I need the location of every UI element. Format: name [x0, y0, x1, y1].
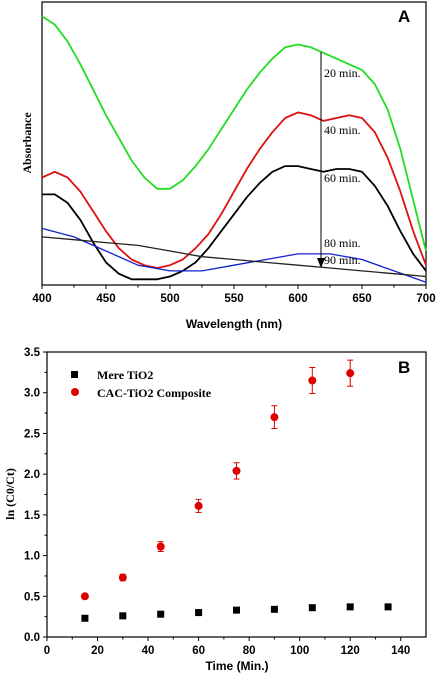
y-tick-label-1.5: 1.5 [24, 510, 41, 522]
x-tick-label-0: 0 [44, 645, 50, 657]
x-tick-label-450: 450 [96, 293, 115, 305]
annotation-80min: 80 min. [324, 236, 361, 250]
x-tick-label-100: 100 [290, 645, 309, 657]
point-mere-tio2 [346, 603, 354, 611]
x-tick-label-400: 400 [32, 293, 51, 305]
panel-a-x-axis-title: Wavelength (nm) [186, 317, 282, 331]
point-mere-tio2 [270, 605, 278, 613]
x-tick-label-60: 60 [192, 645, 205, 657]
point-mere-tio2 [233, 606, 240, 614]
curve-20-min [41, 15, 427, 252]
panel-b-axes: 0 20 40 60 80 100 120 140 0.0 0.5 1.0 1.5 2.0 2.5 3.0 3… [24, 347, 410, 657]
x-tick-label-80: 80 [243, 645, 256, 657]
annotation-20min: 20 min. [324, 66, 361, 80]
point-cac-tio2 [270, 413, 279, 422]
point-cac-tio2 [232, 466, 241, 475]
legend-marker-mere-tio2 [71, 371, 78, 378]
panel-a-letter: A [398, 7, 410, 26]
x-tick-label-140: 140 [391, 645, 410, 657]
point-cac-tio2 [156, 542, 165, 551]
curve-60-min [42, 165, 427, 281]
point-mere-tio2 [157, 610, 165, 618]
legend-text-mere-tio2: Mere TiO2 [97, 368, 153, 382]
x-tick-label-20: 20 [91, 645, 104, 657]
point-mere-tio2 [119, 612, 127, 620]
legend-text-cac-tio2: CAC-TiO2 Composite [97, 386, 212, 400]
point-cac-tio2 [194, 501, 203, 510]
curve-80-min [41, 227, 427, 283]
y-tick-label-3.0: 3.0 [24, 388, 40, 400]
curve-90-min [41, 236, 427, 278]
panel-a-trend-arrow-head [317, 258, 325, 268]
y-tick-label-0.5: 0.5 [24, 591, 41, 603]
x-tick-label-500: 500 [160, 293, 179, 305]
y-tick-label-0.0: 0.0 [24, 632, 40, 644]
panel-a-curves [41, 15, 427, 283]
point-mere-tio2 [308, 604, 316, 612]
y-tick-label-1.0: 1.0 [24, 551, 40, 563]
panel-b: B 0 20 40 60 80 100 120 140 0.0 0.5 1.0 1.5 2.0 2.5 3.… [3, 347, 427, 673]
point-mere-tio2 [81, 614, 89, 622]
y-tick-label-2.0: 2.0 [24, 469, 40, 481]
point-mere-tio2 [384, 603, 392, 611]
panel-b-x-axis-title: Time (Min.) [205, 659, 268, 673]
x-tick-label-120: 120 [341, 645, 360, 657]
y-tick-label-2.5: 2.5 [24, 428, 41, 440]
annotation-60min: 60 min. [324, 171, 361, 185]
annotation-90min: 90 min. [324, 253, 361, 267]
legend-marker-cac-tio2 [71, 388, 79, 396]
x-tick-label-700: 700 [416, 293, 435, 305]
panel-b-y-axis-title: ln (C0/Ct) [3, 468, 17, 520]
x-tick-label-550: 550 [224, 293, 243, 305]
curve-40-min [41, 111, 427, 269]
point-cac-tio2 [80, 592, 89, 601]
x-tick-label-650: 650 [352, 293, 371, 305]
panel-b-points [80, 359, 392, 622]
legend-label-cac-tio2: CAC-TiO2 Composite [97, 386, 212, 400]
y-tick-label-3.5: 3.5 [24, 347, 41, 359]
panel-b-letter: B [398, 358, 410, 377]
point-mere-tio2 [195, 609, 203, 617]
annotation-40min: 40 min. [324, 123, 361, 137]
legend-label-mere-tio2: Mere TiO2 [97, 368, 153, 382]
point-cac-tio2 [118, 573, 127, 582]
legend: Mere TiO2 CAC-TiO2 Composite [71, 368, 212, 400]
point-cac-tio2 [308, 376, 317, 385]
x-tick-label-600: 600 [288, 293, 307, 305]
panel-a-y-axis-title: Absorbance [20, 112, 34, 174]
point-cac-tio2 [346, 369, 355, 378]
panel-a-x-ticks: 400 450 500 550 600 650 700 [32, 285, 436, 305]
x-tick-label-40: 40 [142, 645, 155, 657]
panel-a: A 20 min. 40 min. 60 min. 80 min. 90 min… [20, 1, 436, 331]
